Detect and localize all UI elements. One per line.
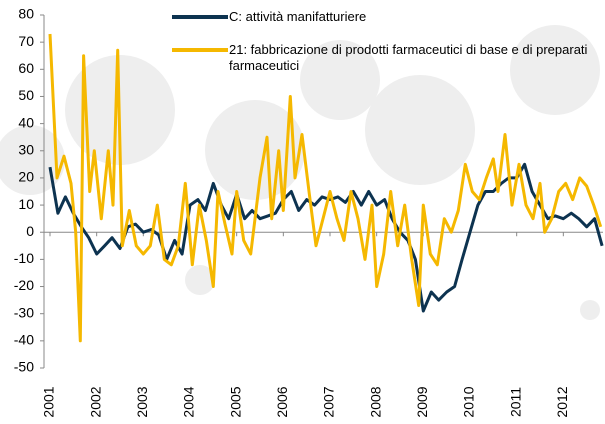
y-tick-label: 30 xyxy=(18,141,34,157)
y-tick-label: 80 xyxy=(18,6,34,22)
series-line xyxy=(48,162,604,313)
legend: C: attività manifatturiere 21: fabbricazi… xyxy=(172,9,588,73)
legend-item: 21: fabbricazione di prodotti farmaceuti… xyxy=(229,42,588,73)
y-tick-label: -40 xyxy=(14,332,34,348)
y-tick-label: 60 xyxy=(18,60,34,76)
legend-label: C: attività manifatturiere xyxy=(229,9,367,24)
x-tick-label: 2009 xyxy=(414,386,430,417)
x-tick-label: 2011 xyxy=(507,387,523,417)
y-tick-label: 0 xyxy=(26,223,34,239)
y-tick-label: 20 xyxy=(18,169,34,185)
legend-item: C: attività manifatturiere xyxy=(229,9,367,24)
x-tick-label: 2010 xyxy=(461,386,477,417)
y-tick-label: 50 xyxy=(18,87,34,103)
y-tick-label: -30 xyxy=(14,304,34,320)
x-tick-label: 2001 xyxy=(41,386,57,417)
series-line xyxy=(48,33,603,343)
x-tick-label: 2012 xyxy=(554,386,570,417)
x-tick-label: 2003 xyxy=(134,386,150,417)
x-tick-label: 2004 xyxy=(181,386,197,417)
y-tick-label: 10 xyxy=(18,196,34,212)
y-tick-label: -20 xyxy=(14,277,34,293)
y-tick-label: -50 xyxy=(14,359,34,375)
x-tick-label: 2007 xyxy=(321,386,337,417)
y-tick-label: 70 xyxy=(18,33,34,49)
x-tick-label: 2005 xyxy=(227,386,243,417)
y-tick-label: 40 xyxy=(18,114,34,130)
legend-label: 21: fabbricazione di prodotti farmaceuti… xyxy=(229,42,588,73)
x-tick-label: 2002 xyxy=(87,386,103,417)
y-tick-label: -10 xyxy=(14,250,34,266)
x-tick-label: 2006 xyxy=(274,386,290,417)
x-tick-label: 2008 xyxy=(367,386,383,417)
